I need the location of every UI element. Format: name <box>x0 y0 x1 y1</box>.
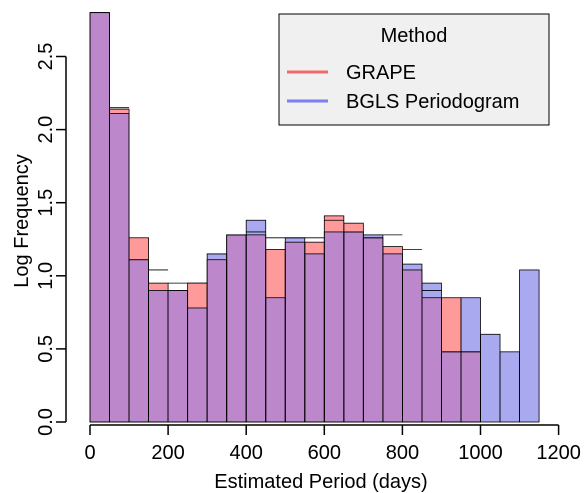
outline-group <box>89 12 540 423</box>
bar-grape <box>187 283 208 308</box>
bars-group <box>90 12 540 422</box>
bar-overlap <box>324 231 344 422</box>
bar-bgls <box>285 237 305 243</box>
bar-overlap <box>343 231 364 422</box>
bar-grape <box>304 242 325 254</box>
bar-bgls <box>207 253 227 260</box>
x-tick-label: 600 <box>308 442 341 464</box>
legend-box <box>278 13 550 126</box>
legend-bgls-label: BGLS Periodogram <box>346 91 519 113</box>
bar-overlap <box>421 297 442 422</box>
y-axis: 0.0 0.5 1.0 1.5 2.0 2.5 <box>35 43 67 436</box>
bar-grape <box>129 237 149 260</box>
y-tick-label: 1.5 <box>35 189 57 217</box>
x-axis: 0 200 400 600 800 1000 1200 <box>84 424 581 464</box>
bar-overlap <box>265 297 286 422</box>
bar-grape <box>441 297 461 352</box>
bar-bgls <box>519 269 540 422</box>
legend-title: Method <box>381 25 448 47</box>
bar-bgls <box>363 234 383 238</box>
y-tick-label: 2.0 <box>35 116 57 144</box>
x-tick-label: 800 <box>386 442 419 464</box>
bar-bgls <box>480 334 501 422</box>
x-axis-title: Estimated Period (days) <box>214 471 427 493</box>
y-tick-label: 0.5 <box>35 335 57 363</box>
bar-overlap <box>109 113 130 422</box>
x-tick-label: 1000 <box>458 442 503 464</box>
bar-overlap <box>460 351 481 422</box>
bar-bgls <box>246 220 266 235</box>
x-tick-label: 1200 <box>536 442 581 464</box>
bar-grape <box>324 215 344 232</box>
bar-bgls <box>402 264 422 270</box>
legend-grape-label: GRAPE <box>346 62 416 84</box>
y-tick-label: 0.0 <box>35 408 57 436</box>
bar-overlap <box>363 237 383 422</box>
bar-overlap <box>168 290 188 422</box>
legend: Method GRAPE BGLS Periodogram <box>278 13 550 126</box>
bar-overlap <box>441 351 461 422</box>
bar-overlap <box>187 307 208 422</box>
y-tick-label: 2.5 <box>35 43 57 71</box>
x-tick-label: 400 <box>230 442 263 464</box>
bar-grape <box>109 109 130 114</box>
bar-grape <box>148 283 169 291</box>
bar-overlap <box>402 269 422 422</box>
x-tick-label: 200 <box>151 442 184 464</box>
bar-overlap <box>304 253 325 422</box>
bar-overlap <box>226 234 247 422</box>
bar-overlap <box>148 290 169 422</box>
bar-overlap <box>246 234 266 422</box>
y-axis-title: Log Frequency <box>11 154 33 287</box>
y-tick-label: 1.0 <box>35 262 57 290</box>
bar-overlap <box>382 253 403 422</box>
bar-overlap <box>285 242 305 422</box>
bar-bgls-outline <box>519 269 540 423</box>
bar-grape <box>265 249 286 298</box>
bar-grape <box>382 246 403 254</box>
bar-bgls <box>460 297 481 352</box>
bar-bgls <box>500 351 520 422</box>
bar-overlap <box>129 259 149 422</box>
x-tick-label: 0 <box>84 442 95 464</box>
bar-overlap <box>207 259 227 422</box>
bar-overlap <box>90 12 110 422</box>
bar-grape <box>343 223 364 232</box>
